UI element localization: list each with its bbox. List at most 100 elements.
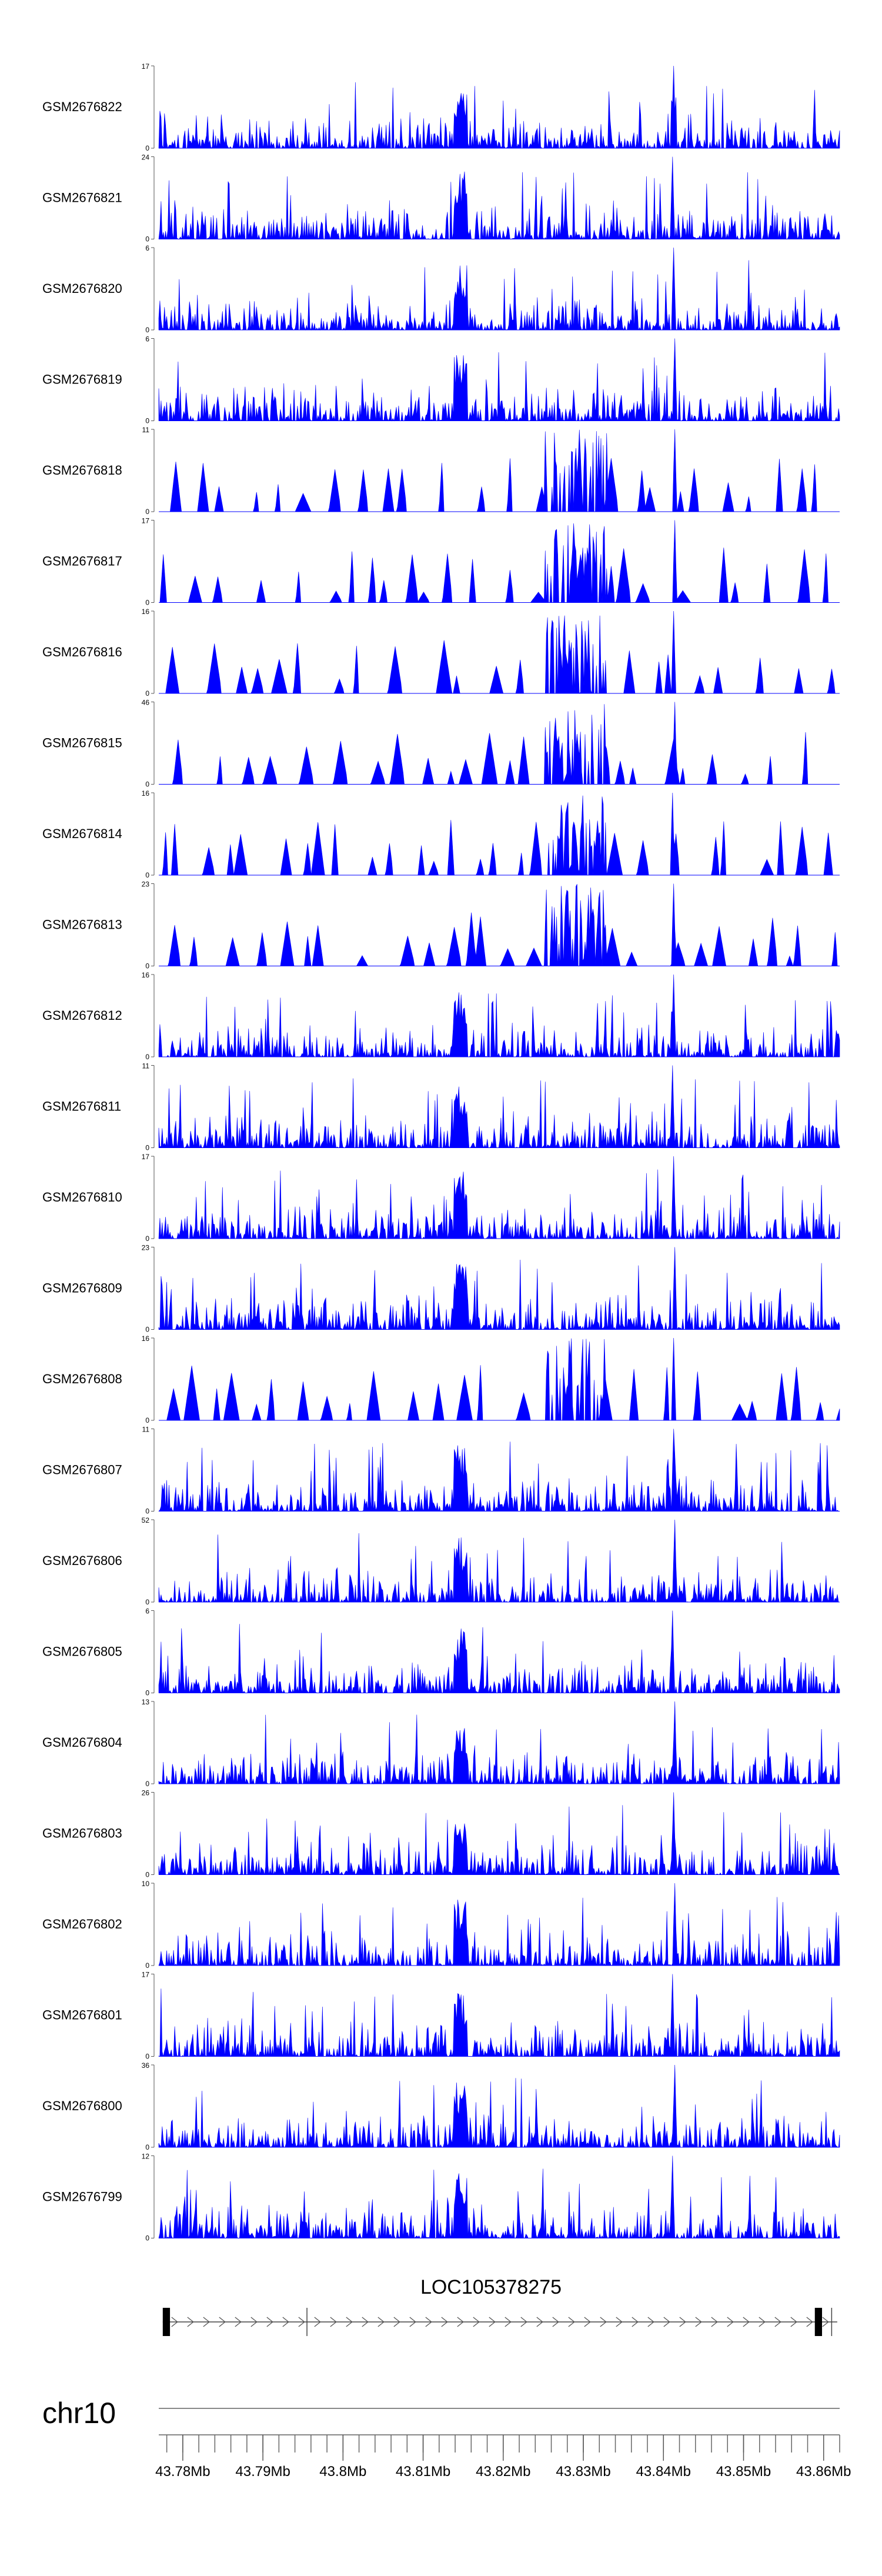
- track-y-min-label: 0: [145, 2053, 149, 2061]
- track-y-max-label: 46: [142, 699, 150, 707]
- coverage-area: [158, 247, 840, 331]
- track-GSM2676801: GSM2676801 17 0: [42, 1971, 840, 2061]
- track-y-min-label: 0: [145, 1961, 149, 1970]
- strand-arrow: [377, 2317, 385, 2327]
- coverage-area: [159, 883, 840, 967]
- track-label: GSM2676803: [42, 1826, 122, 1841]
- track-GSM2676822: GSM2676822 17 0: [42, 62, 840, 152]
- axis-tick-label: 43.78Mb: [155, 2464, 210, 2480]
- strand-arrow: [743, 2317, 750, 2327]
- strand-arrow: [695, 2317, 702, 2327]
- strand-arrow: [314, 2317, 321, 2327]
- track-label: GSM2676799: [42, 2190, 122, 2204]
- strand-arrow: [616, 2317, 623, 2327]
- strand-arrow: [774, 2317, 781, 2327]
- track-label: GSM2676816: [42, 645, 122, 659]
- gene-exon: [162, 2308, 171, 2336]
- track-y-max-label: 16: [142, 1334, 150, 1343]
- track-label: GSM2676800: [42, 2098, 122, 2113]
- axis-tick-label: 43.84Mb: [636, 2464, 691, 2480]
- coverage-area: [158, 974, 840, 1058]
- track-y-min-label: 0: [145, 1871, 149, 1879]
- track-y-max-label: 11: [142, 426, 150, 434]
- strand-arrow: [330, 2317, 337, 2327]
- track-y-max-label: 6: [145, 1607, 149, 1616]
- strand-arrow: [759, 2317, 766, 2327]
- track-y-max-label: 16: [142, 608, 150, 616]
- track-label: GSM2676804: [42, 1735, 122, 1750]
- gene-exon: [814, 2308, 823, 2336]
- strand-arrow: [250, 2317, 258, 2327]
- coverage-tracks: GSM2676822170GSM2676821240GSM267682060GS…: [42, 62, 840, 2243]
- track-GSM2676802: GSM2676802 10 0: [42, 1880, 840, 1970]
- track-label: GSM2676818: [42, 463, 122, 478]
- coverage-area: [158, 156, 840, 240]
- strand-arrow: [647, 2317, 654, 2327]
- track-GSM2676814: GSM2676814 16 0: [42, 789, 840, 879]
- track-GSM2676820: GSM2676820 6 0: [42, 244, 840, 334]
- track-y-min-label: 0: [145, 1780, 149, 1788]
- strand-arrow: [282, 2317, 289, 2327]
- strand-arrow: [568, 2317, 575, 2327]
- track-GSM2676819: GSM2676819 6 0: [42, 335, 840, 425]
- strand-arrow: [552, 2317, 559, 2327]
- track-y-max-label: 17: [142, 62, 150, 71]
- strand-arrow: [711, 2317, 718, 2327]
- track-y-max-label: 10: [142, 1880, 150, 1888]
- gene-track: LOC105378275: [162, 2276, 837, 2336]
- track-GSM2676821: GSM2676821 24 0: [42, 154, 840, 243]
- strand-arrow: [298, 2317, 305, 2327]
- strand-arrow: [187, 2317, 194, 2327]
- strand-arrow: [632, 2317, 639, 2327]
- axis-tick-label: 43.82Mb: [476, 2464, 530, 2480]
- track-y-max-label: 17: [142, 1153, 150, 1161]
- strand-arrow: [584, 2317, 591, 2327]
- coverage-area: [158, 2064, 840, 2148]
- coverage-area: [158, 2155, 840, 2239]
- track-GSM2676817: GSM2676817 17 0: [42, 517, 840, 607]
- track-y-min-label: 0: [145, 1326, 149, 1334]
- track-y-min-label: 0: [145, 144, 149, 152]
- track-y-min-label: 0: [145, 1416, 149, 1424]
- axis-tick-label: 43.86Mb: [796, 2464, 851, 2480]
- track-label: GSM2676807: [42, 1463, 122, 1477]
- track-GSM2676808: GSM2676808 16 0: [42, 1334, 840, 1424]
- track-GSM2676812: GSM2676812 16 0: [42, 971, 840, 1061]
- track-label: GSM2676811: [42, 1099, 121, 1114]
- track-GSM2676811: GSM2676811 11 0: [42, 1062, 840, 1152]
- gene-strand-arrows: [171, 2317, 829, 2327]
- track-label: GSM2676819: [42, 372, 122, 387]
- strand-arrow: [679, 2317, 686, 2327]
- strand-arrow: [536, 2317, 543, 2327]
- track-label: GSM2676806: [42, 1553, 122, 1568]
- track-GSM2676816: GSM2676816 16 0: [42, 608, 840, 698]
- coverage-area: [158, 1974, 840, 2057]
- coverage-area: [158, 65, 840, 149]
- track-y-min-label: 0: [145, 1144, 149, 1152]
- coverage-area: [158, 1247, 840, 1330]
- track-y-max-label: 11: [142, 1062, 150, 1070]
- track-y-max-label: 6: [145, 335, 149, 343]
- strand-arrow: [425, 2317, 432, 2327]
- track-label: GSM2676809: [42, 1281, 122, 1296]
- track-label: GSM2676808: [42, 1372, 122, 1386]
- track-label: GSM2676805: [42, 1644, 122, 1659]
- track-y-max-label: 12: [142, 2153, 150, 2161]
- track-y-min-label: 0: [145, 1234, 149, 1243]
- track-label: GSM2676815: [42, 736, 122, 750]
- coverage-area: [158, 1519, 840, 1603]
- track-y-min-label: 0: [145, 508, 149, 516]
- strand-arrow: [489, 2317, 496, 2327]
- track-GSM2676804: GSM2676804 13 0: [42, 1698, 840, 1788]
- coverage-area: [158, 1701, 840, 1785]
- strand-arrow: [520, 2317, 527, 2327]
- track-y-min-label: 0: [145, 1053, 149, 1061]
- strand-arrow: [171, 2317, 178, 2327]
- coverage-area: [158, 1065, 840, 1149]
- track-GSM2676800: GSM2676800 36 0: [42, 2061, 840, 2151]
- track-y-max-label: 26: [142, 1789, 150, 1797]
- strand-arrow: [822, 2317, 829, 2327]
- strand-arrow: [409, 2317, 416, 2327]
- track-y-max-label: 23: [142, 1244, 150, 1252]
